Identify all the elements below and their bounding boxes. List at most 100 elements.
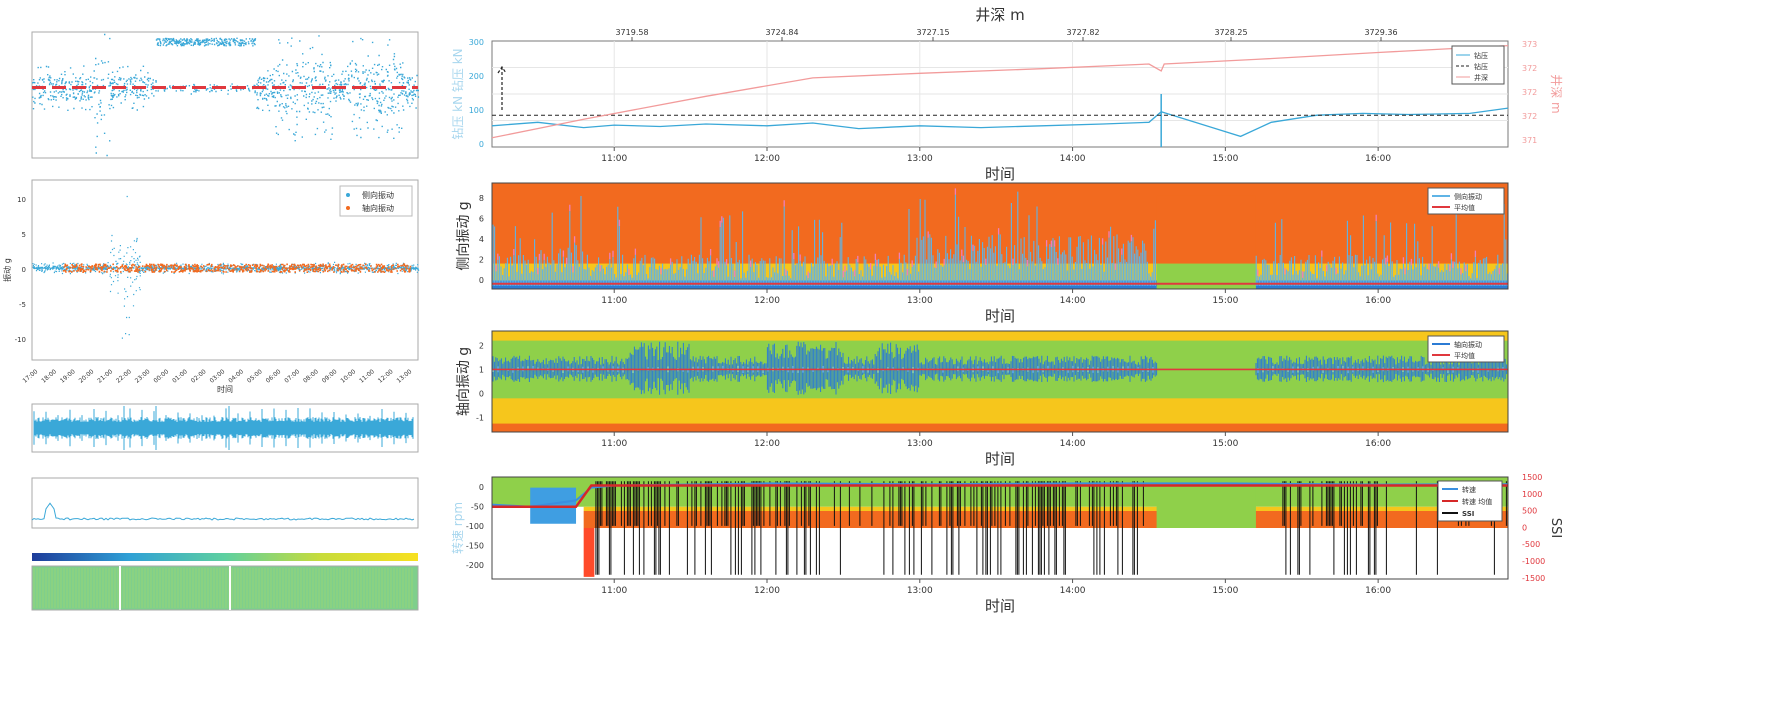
left-panel-2-axial-points bbox=[62, 263, 412, 273]
left-panel-3-wave bbox=[33, 406, 414, 450]
chart4-xtick-label: 14:00 bbox=[1060, 586, 1086, 596]
chart1-top-tick-label: 3727.15 bbox=[916, 28, 949, 37]
chart1-y2tick: 372 bbox=[1522, 88, 1537, 97]
chart1-xtick-label: 15:00 bbox=[1212, 154, 1238, 164]
chart4-zone-orange bbox=[583, 511, 1508, 528]
chart4-y2tick: -500 bbox=[1522, 540, 1540, 549]
chart2-xtick-label: 16:00 bbox=[1365, 296, 1391, 306]
left-panel-2-xtick: 21:00 bbox=[96, 368, 114, 385]
chart4-y2tick: -1500 bbox=[1522, 574, 1545, 583]
chart3-ylabel: 轴向振动 g bbox=[456, 347, 472, 416]
chart2-frame bbox=[491, 182, 1509, 290]
left-panel-2-xtick: 23:00 bbox=[134, 368, 152, 385]
chart2-xlabel: 时间 bbox=[985, 307, 1015, 325]
chart1-y2tick: 372 bbox=[1522, 64, 1537, 73]
chart4-series-speed-mean bbox=[492, 484, 1508, 509]
chart3-legend-label: 平均值 bbox=[1454, 351, 1475, 360]
chart1-series-depth bbox=[491, 44, 1509, 139]
chart4-legend-label: 转速 均值 bbox=[1462, 497, 1492, 506]
left-panel-2-xtick: 05:00 bbox=[246, 368, 264, 385]
chart2-gap-orange bbox=[1156, 195, 1256, 264]
chart3-ytick: 1 bbox=[479, 365, 484, 374]
left-panel-2-xtick: 19:00 bbox=[59, 368, 77, 385]
chart3-ytick: 0 bbox=[479, 390, 484, 399]
chart2-ytick: 8 bbox=[479, 194, 484, 203]
chart1-legend-label: 井深 bbox=[1474, 73, 1488, 82]
left-panel-2-legend-marker-lateral bbox=[346, 193, 350, 197]
chart4-ytick: -200 bbox=[466, 561, 484, 570]
chart2-ytick: 0 bbox=[479, 276, 484, 285]
chart1-y2tick: 371 bbox=[1522, 136, 1537, 145]
chart2-ylabel: 侧向振动 g bbox=[456, 201, 472, 270]
chart3-xtick-label: 16:00 bbox=[1365, 439, 1391, 449]
left-panel-5-colorbar bbox=[32, 553, 418, 561]
chart3-xtick-label: 11:00 bbox=[601, 439, 627, 449]
left-panel-2-xtick: 20:00 bbox=[78, 368, 96, 385]
left-panel-2-xtick: 00:00 bbox=[152, 368, 170, 385]
left-panel-1-frame bbox=[31, 31, 419, 159]
chart1-top-tick-label: 3719.58 bbox=[615, 28, 648, 37]
chart4-y2tick: -1000 bbox=[1522, 557, 1545, 566]
chart4-zone-green bbox=[492, 477, 1508, 507]
chart1-legend-label: 钻压 bbox=[1474, 62, 1488, 71]
chart4-y2tick: 500 bbox=[1522, 507, 1537, 516]
chart1-ylabel: 钻压 kN 钻压 kN bbox=[450, 48, 465, 139]
chart1-xlabel: 时间 bbox=[985, 165, 1015, 183]
chart4-xtick-label: 16:00 bbox=[1365, 586, 1391, 596]
left-panel-2-ytick: 0 bbox=[22, 266, 26, 274]
left-panel-2-xtick: 07:00 bbox=[283, 368, 301, 385]
chart1-ytick: 200 bbox=[469, 72, 484, 81]
left-panel-2-xtick: 08:00 bbox=[302, 368, 320, 385]
left-panel-1-points bbox=[32, 33, 420, 157]
chart2-xtick-label: 14:00 bbox=[1060, 296, 1086, 306]
chart2-ytick: 2 bbox=[479, 256, 484, 265]
chart4-ytick: -150 bbox=[466, 542, 484, 551]
left-panel-2-legend-lateral: 侧向振动 bbox=[362, 190, 394, 200]
chart1-xtick-label: 12:00 bbox=[754, 154, 780, 164]
left-panel-2-ylabel: 振动 g bbox=[2, 258, 12, 282]
chart1-ytick: 300 bbox=[469, 38, 484, 47]
left-panel-2-xlabel: 时间 bbox=[217, 384, 233, 394]
chart1-y2tick: 372 bbox=[1522, 112, 1537, 121]
chart2-series-lateral bbox=[492, 191, 1508, 286]
left-panel-2-ytick: 5 bbox=[22, 231, 26, 239]
chart4-xtick-label: 15:00 bbox=[1212, 586, 1238, 596]
left-panel-2-legend-box bbox=[339, 185, 413, 217]
chart1-top-tick-label: 3728.25 bbox=[1214, 28, 1247, 37]
chart1-top-tick-label: 3727.82 bbox=[1066, 28, 1099, 37]
chart3-ytick: -1 bbox=[476, 414, 484, 423]
left-panel-2-xtick: 18:00 bbox=[40, 368, 58, 385]
chart1-top-tick-label: 3724.84 bbox=[765, 28, 798, 37]
chart1-legend-label: 钻压 bbox=[1474, 51, 1488, 60]
left-panel-2-xtick: 17:00 bbox=[22, 368, 40, 385]
chart2-xtick-label: 11:00 bbox=[601, 296, 627, 306]
chart4-legend-label: SSI bbox=[1462, 510, 1474, 518]
chart3-xtick-label: 15:00 bbox=[1212, 439, 1238, 449]
chart4-ytick: 0 bbox=[479, 483, 484, 492]
chart2-xtick-label: 13:00 bbox=[907, 296, 933, 306]
chart4-xtick-label: 12:00 bbox=[754, 586, 780, 596]
left-panel-2-legend-marker-axial bbox=[346, 206, 350, 210]
chart3-xtick-label: 14:00 bbox=[1060, 439, 1086, 449]
chart4-frame bbox=[491, 476, 1509, 580]
chart4-zone-yellow bbox=[583, 506, 1508, 511]
left-panel-2-xtick: 13:00 bbox=[396, 368, 414, 385]
chart4-series-speed bbox=[491, 482, 1509, 508]
left-panel-4-spectrum bbox=[31, 502, 415, 521]
chart3-xlabel: 时间 bbox=[985, 450, 1015, 468]
chart2-legend-box bbox=[1427, 187, 1505, 215]
left-panel-2-xtick: 22:00 bbox=[115, 368, 133, 385]
left-panel-5-heatmap-stripes bbox=[33, 568, 413, 608]
top-axis-title: 井深 m bbox=[975, 6, 1024, 24]
chart3-ytick: 2 bbox=[479, 341, 484, 350]
left-panel-2-xtick: 12:00 bbox=[377, 368, 395, 385]
chart1-legend-box bbox=[1451, 45, 1505, 85]
left-panel-2-xtick: 03:00 bbox=[209, 368, 227, 385]
chart4-ylabel2: SSI bbox=[1548, 518, 1563, 538]
chart2-legend-label: 侧向振动 bbox=[1454, 192, 1482, 201]
chart3-band-orange bbox=[492, 423, 1508, 432]
chart1-ytick: 0 bbox=[479, 140, 484, 149]
left-panel-2-xtick: 06:00 bbox=[265, 368, 283, 385]
chart3-legend-label: 轴向振动 bbox=[1454, 340, 1482, 349]
